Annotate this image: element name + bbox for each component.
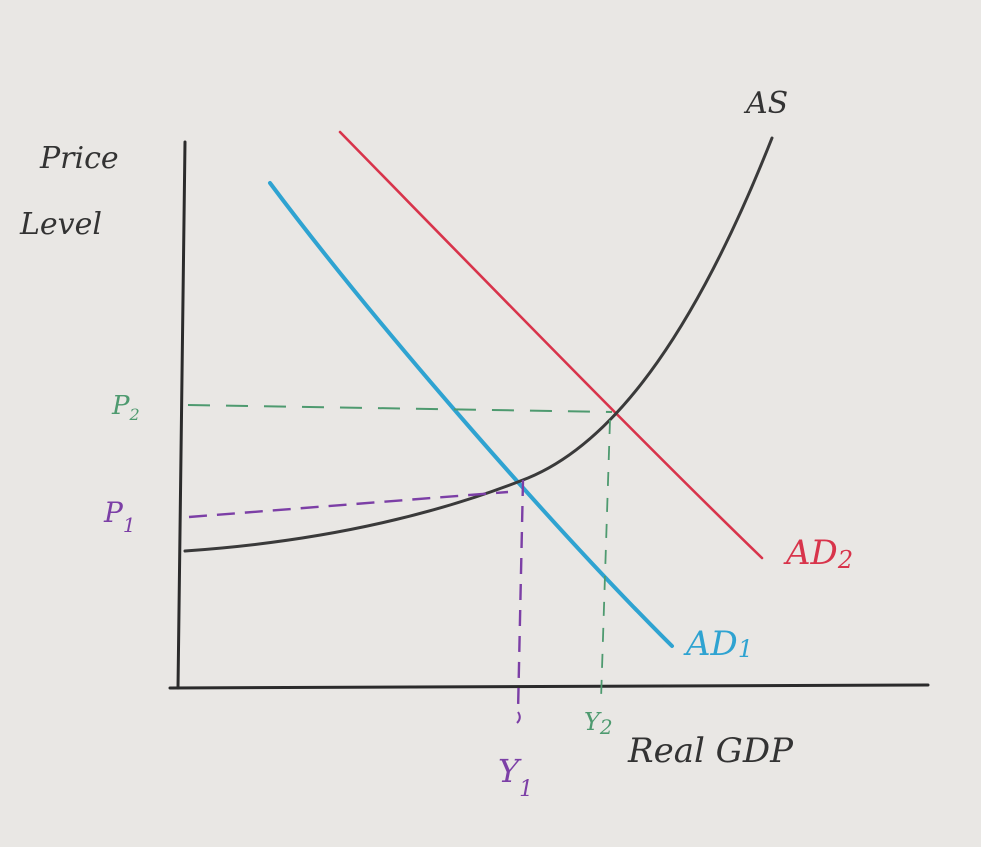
y2-guide-line <box>600 419 611 701</box>
y-axis-title-line1: Price <box>39 141 119 176</box>
x-axis <box>168 683 930 690</box>
ad2-label: AD2 <box>783 533 853 574</box>
y-axis-title-line2: Level <box>19 207 102 242</box>
y2-label: Y2 <box>584 708 613 739</box>
as-label: AS <box>743 86 788 121</box>
y-axis <box>176 140 187 690</box>
y1-tick <box>516 711 521 724</box>
ad2-curve <box>338 130 764 560</box>
y1-label: Y1 <box>498 752 533 802</box>
ad1-label: AD1 <box>683 624 753 664</box>
ad1-curve <box>268 181 674 648</box>
p2-guide-line <box>187 404 613 413</box>
p1-label: P1 <box>103 496 136 537</box>
p2-label: P2 <box>111 391 140 424</box>
as-curve <box>183 136 774 553</box>
p1-guide-line <box>188 490 509 519</box>
x-axis-title: Real GDP <box>627 731 794 771</box>
y1-guide-line <box>516 479 525 713</box>
